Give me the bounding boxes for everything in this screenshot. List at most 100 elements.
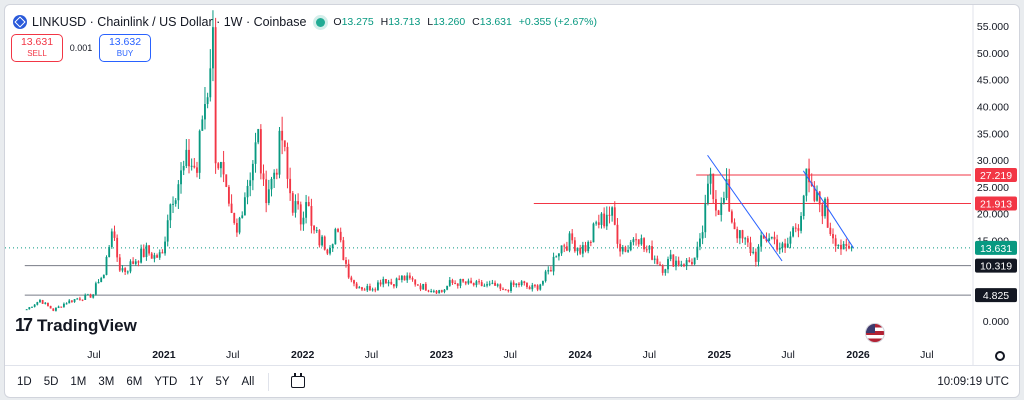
candle-body: [406, 275, 409, 281]
candle-body: [424, 283, 427, 291]
candle-body: [233, 212, 236, 223]
x-tick-label: 2024: [569, 349, 593, 361]
y-tick-label: 40.000: [977, 101, 1009, 113]
candle-body: [744, 238, 747, 240]
candle-body: [289, 178, 292, 194]
candle-body: [624, 247, 627, 252]
candle-body: [25, 309, 28, 311]
candle-body: [840, 244, 842, 250]
range-6m[interactable]: 6M: [126, 376, 143, 388]
candle-body: [435, 290, 438, 294]
candle-body: [31, 306, 33, 308]
candle-body: [251, 163, 254, 181]
candle-body: [784, 243, 787, 248]
candle-body: [166, 220, 169, 242]
candle-body: [648, 246, 651, 250]
symbol-header: LINKUSD · Chainlink / US Dollar · 1W · C…: [13, 12, 601, 32]
candle-body: [361, 287, 363, 290]
candle-body: [326, 249, 329, 254]
range-ytd[interactable]: YTD: [154, 376, 178, 388]
buy-button[interactable]: 13.632 BUY: [99, 34, 151, 62]
candle-body: [733, 222, 736, 230]
candle-body: [494, 282, 496, 286]
range-5d[interactable]: 5D: [43, 376, 59, 388]
tradingview-logo[interactable]: 17 TradingView: [15, 315, 137, 336]
candle-body: [273, 172, 276, 179]
candle-body: [329, 247, 331, 254]
candle-body: [451, 280, 454, 283]
candle-body: [345, 260, 347, 264]
candle-body: [528, 287, 531, 290]
buy-label: BUY: [116, 49, 134, 58]
candle-body: [573, 240, 576, 252]
candle-body: [227, 186, 230, 204]
candle-body: [243, 197, 246, 216]
range-1y[interactable]: 1Y: [189, 376, 204, 388]
range-1m[interactable]: 1M: [70, 376, 87, 388]
candle-body: [132, 261, 135, 264]
candle-body: [259, 129, 262, 174]
y-tick-label: 20.000: [977, 209, 1009, 221]
candle-body: [619, 243, 622, 252]
candle-body: [467, 280, 470, 284]
gear-icon[interactable]: [995, 351, 1005, 361]
candle-body: [334, 229, 337, 245]
candle-body: [677, 260, 680, 265]
us-flag-icon[interactable]: [865, 323, 885, 343]
candle-body: [829, 227, 832, 235]
trendline: [707, 154, 783, 262]
candle-body: [845, 243, 848, 246]
range-all[interactable]: All: [241, 376, 255, 388]
candle-body: [222, 162, 225, 175]
candle-body: [108, 246, 111, 257]
range-3m[interactable]: 3M: [98, 376, 115, 388]
candle-body: [89, 294, 92, 298]
x-tick-label: Jul: [781, 349, 794, 361]
candle-body: [217, 163, 220, 169]
ohlc-change: +0.355 (+2.67%): [518, 16, 598, 28]
candle-body: [762, 235, 765, 239]
candle-body: [209, 68, 212, 98]
candle-body: [595, 222, 598, 224]
x-tick-label: 2025: [708, 349, 732, 361]
candle-body: [518, 283, 520, 286]
y-tick-label: 25.000: [977, 182, 1009, 194]
y-tick-label: 30.000: [977, 155, 1009, 167]
candle-body: [834, 238, 837, 247]
range-1d[interactable]: 1D: [17, 376, 32, 388]
utc-clock[interactable]: 10:09:19 UTC: [937, 376, 1009, 388]
candle-body: [174, 200, 177, 204]
candle-body: [36, 302, 39, 305]
range-5y[interactable]: 5Y: [215, 376, 230, 388]
x-tick-label: 2022: [291, 349, 315, 361]
candle-body: [124, 268, 127, 272]
candle-body: [704, 203, 707, 233]
candle-body: [669, 254, 672, 260]
candle-body: [230, 203, 233, 213]
candle-body: [193, 165, 196, 168]
candle-body: [611, 207, 614, 216]
candle-body: [813, 186, 816, 201]
price-chart[interactable]: 55.000 50.000 45.000 40.000 35.000 30.000 25.0…: [5, 5, 1019, 365]
candle-body: [472, 283, 475, 286]
candle-body: [206, 97, 209, 105]
x-tick-label: Jul: [920, 349, 933, 361]
candle-body: [792, 227, 795, 237]
symbol-title[interactable]: LINKUSD · Chainlink / US Dollar · 1W · C…: [32, 15, 307, 29]
candle-body: [57, 306, 60, 308]
candle-body: [507, 290, 510, 292]
sell-button[interactable]: 13.631 SELL: [11, 34, 63, 62]
buy-price: 13.632: [108, 36, 142, 48]
candle-body: [826, 198, 829, 228]
candle-body: [685, 260, 688, 267]
candle-body: [496, 284, 499, 286]
candle-body: [172, 203, 174, 205]
candle-body: [749, 242, 752, 254]
y-tick-label: 0.000: [983, 316, 1009, 328]
candle-body: [400, 275, 403, 280]
candle-body: [781, 243, 784, 248]
candle-body: [808, 168, 810, 183]
candle-body: [589, 241, 592, 243]
candle-body: [515, 283, 518, 286]
calendar-range-icon[interactable]: [291, 373, 306, 388]
